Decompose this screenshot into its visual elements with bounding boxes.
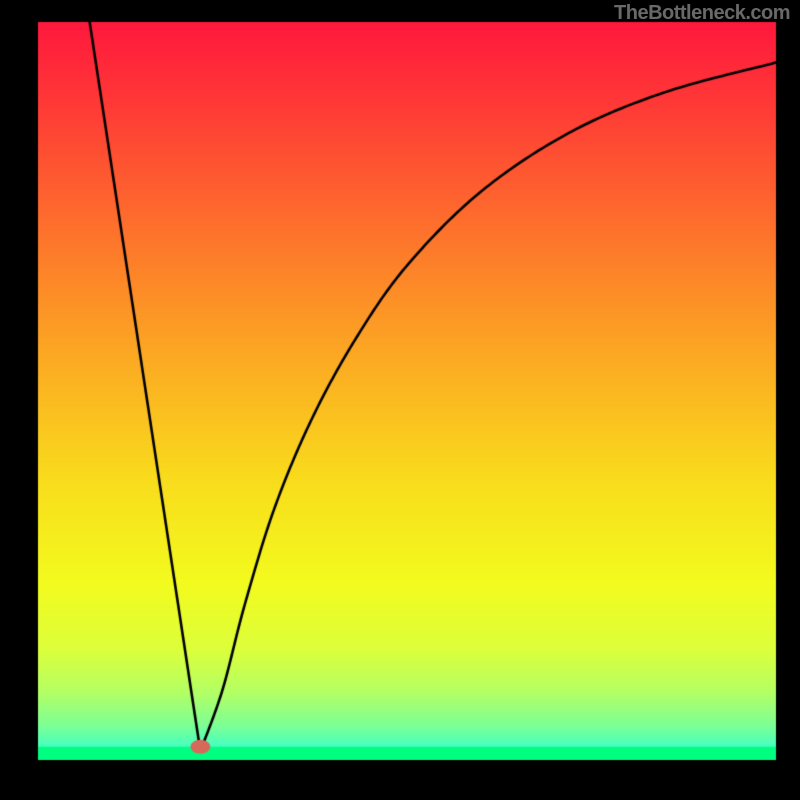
watermark-label: TheBottleneck.com <box>614 2 790 25</box>
bottleneck-chart <box>0 0 800 800</box>
